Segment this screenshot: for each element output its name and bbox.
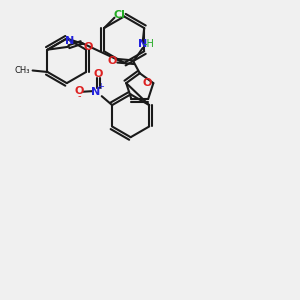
Text: N: N [65,36,75,46]
Text: O: O [74,86,83,96]
Text: CH₃: CH₃ [15,66,30,75]
Text: Cl: Cl [114,10,126,20]
Text: N: N [138,39,147,50]
Text: -H: -H [144,39,155,50]
Text: +: + [97,82,104,91]
Text: N: N [91,87,101,97]
Text: O: O [94,70,103,80]
Text: -: - [77,91,81,101]
Text: O: O [84,43,93,52]
Text: O: O [107,56,117,66]
Text: O: O [142,78,152,88]
